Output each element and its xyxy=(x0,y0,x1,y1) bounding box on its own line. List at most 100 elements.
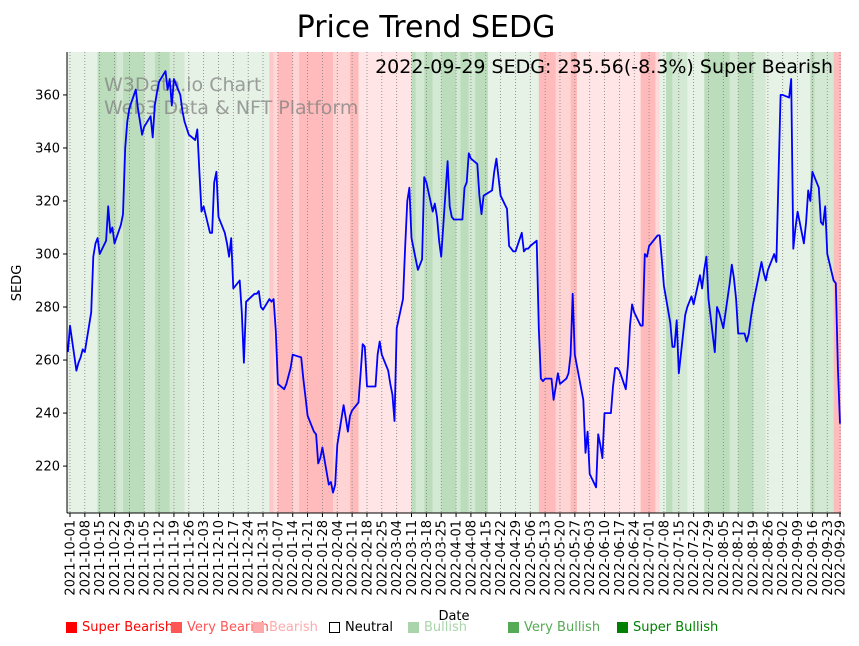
x-tick-label: 2021-11-05 xyxy=(138,520,153,596)
legend-item-bullish: Bullish xyxy=(408,620,467,635)
x-tick-label: 2022-01-28 xyxy=(316,520,331,596)
y-tick-label: 240 xyxy=(35,407,60,422)
legend-label: Very Bearish xyxy=(187,620,269,635)
legend-label: Bullish xyxy=(424,620,468,635)
legend-swatch-very-bearish xyxy=(171,622,182,633)
legend-label: Bearish xyxy=(269,620,318,635)
band-very-bearish xyxy=(833,52,841,513)
band-very-bullish xyxy=(97,52,117,513)
x-tick-label: 2022-01-21 xyxy=(301,520,316,596)
y-tick-label: 340 xyxy=(35,141,60,156)
band-bearish xyxy=(655,52,660,513)
band-very-bearish xyxy=(640,52,656,513)
band-bullish xyxy=(687,52,705,513)
y-tick-label: 300 xyxy=(35,248,60,263)
x-tick-label: 2021-12-03 xyxy=(197,520,212,596)
band-bullish xyxy=(169,52,185,513)
band-very-bullish xyxy=(154,52,170,513)
band-very-bullish xyxy=(810,52,815,513)
x-tick-label: 2022-08-19 xyxy=(747,520,762,596)
x-tick-label: 2021-10-15 xyxy=(93,520,108,596)
x-tick-label: 2022-04-01 xyxy=(450,520,465,596)
legend-swatch-super-bullish xyxy=(617,622,628,633)
x-tick-label: 2022-05-06 xyxy=(524,520,539,596)
band-bullish xyxy=(144,52,155,513)
band-bearish xyxy=(555,52,571,513)
band-bullish xyxy=(753,52,766,513)
x-tick-label: 2022-09-29 xyxy=(834,520,849,596)
band-bullish xyxy=(487,52,539,513)
x-tick-label: 2022-02-18 xyxy=(360,520,375,596)
band-very-bearish xyxy=(538,52,556,513)
band-bullish xyxy=(468,52,476,513)
x-tick-label: 2022-03-04 xyxy=(390,520,405,596)
x-tick-label: 2022-07-15 xyxy=(672,520,687,596)
band-very-bearish xyxy=(570,52,577,513)
chart-title: Price Trend SEDG xyxy=(297,10,556,45)
x-tick-label: 2021-11-26 xyxy=(182,520,197,596)
legend-item-super-bullish: Super Bullish xyxy=(617,620,718,635)
y-tick-label: 220 xyxy=(35,460,60,475)
band-very-bullish xyxy=(666,52,673,513)
x-tick-label: 2022-07-29 xyxy=(702,520,717,596)
y-tick-label: 320 xyxy=(35,194,60,209)
legend-item-bearish: Bearish xyxy=(253,620,318,635)
x-tick-label: 2022-03-11 xyxy=(405,520,420,596)
x-tick-label: 2022-04-15 xyxy=(479,520,494,596)
x-tick-label: 2021-12-17 xyxy=(227,520,242,596)
x-tick-label: 2022-05-13 xyxy=(539,520,554,596)
y-tick-label: 260 xyxy=(35,354,60,369)
x-tick-label: 2022-05-27 xyxy=(568,520,583,596)
band-bullish xyxy=(765,52,811,513)
x-tick-label: 2021-12-24 xyxy=(242,520,257,596)
band-bullish xyxy=(415,52,425,513)
watermark-line-2: Web3 Data & NFT Platform xyxy=(104,97,358,119)
legend-item-very-bullish: Very Bullish xyxy=(508,620,600,635)
watermark: W3Data.io Chart Web3 Data & NFT Platform xyxy=(104,74,358,119)
band-very-bullish xyxy=(460,52,469,513)
regime-bands xyxy=(67,52,841,513)
x-tick-label: 2021-10-29 xyxy=(123,520,138,596)
band-bullish xyxy=(116,52,124,513)
x-tick-label: 2021-10-22 xyxy=(108,520,123,596)
x-tick-label: 2022-01-07 xyxy=(271,520,286,596)
x-tick-label: 2022-06-10 xyxy=(598,520,613,596)
price-line-sedg xyxy=(67,70,841,494)
band-bullish xyxy=(814,52,834,513)
x-tick-label: 2022-09-16 xyxy=(806,520,821,596)
legend-item-super-bearish: Super Bearish xyxy=(66,620,173,635)
band-very-bullish xyxy=(123,52,145,513)
legend-swatch-very-bullish xyxy=(508,622,519,633)
x-tick-label: 2021-12-10 xyxy=(212,520,227,596)
x-tick-label: 2022-06-24 xyxy=(628,520,643,596)
x-axis-label: Date xyxy=(438,609,469,624)
x-tick-label: 2022-04-29 xyxy=(509,520,524,596)
x-tick-label: 2021-11-19 xyxy=(167,520,182,596)
x-tick-label: 2022-05-20 xyxy=(554,520,569,596)
y-axis-label: SEDG xyxy=(10,265,25,302)
band-very-bearish xyxy=(269,52,274,513)
y-tick-label: 360 xyxy=(35,88,60,103)
axes xyxy=(66,52,841,514)
x-tick-label: 2022-07-22 xyxy=(687,520,702,596)
latest-price-annotation: 2022-09-29 SEDG: 235.56(-8.3%) Super Bea… xyxy=(375,56,833,78)
watermark-line-1: W3Data.io Chart xyxy=(104,74,261,96)
band-very-bullish xyxy=(424,52,433,513)
band-very-bearish xyxy=(350,52,359,513)
legend-label: Very Bullish xyxy=(524,620,601,635)
band-bullish xyxy=(432,52,442,513)
legend-swatch-super-bearish xyxy=(66,622,77,633)
x-tick-label: 2022-09-09 xyxy=(791,520,806,596)
x-tick-label: 2021-12-31 xyxy=(257,520,272,596)
y-axis-ticks: 220 240 260 280 300 320 340 360 xyxy=(35,88,67,475)
x-tick-label: 2021-10-08 xyxy=(78,520,93,596)
band-bearish xyxy=(292,52,300,513)
x-tick-label: 2022-01-14 xyxy=(286,520,301,596)
x-tick-label: 2022-09-23 xyxy=(821,520,836,596)
legend-item-very-bearish: Very Bearish xyxy=(171,620,269,635)
x-tick-label: 2022-03-18 xyxy=(420,520,435,596)
band-bearish xyxy=(273,52,278,513)
x-tick-label: 2022-02-11 xyxy=(346,520,361,596)
band-bullish xyxy=(672,52,688,513)
